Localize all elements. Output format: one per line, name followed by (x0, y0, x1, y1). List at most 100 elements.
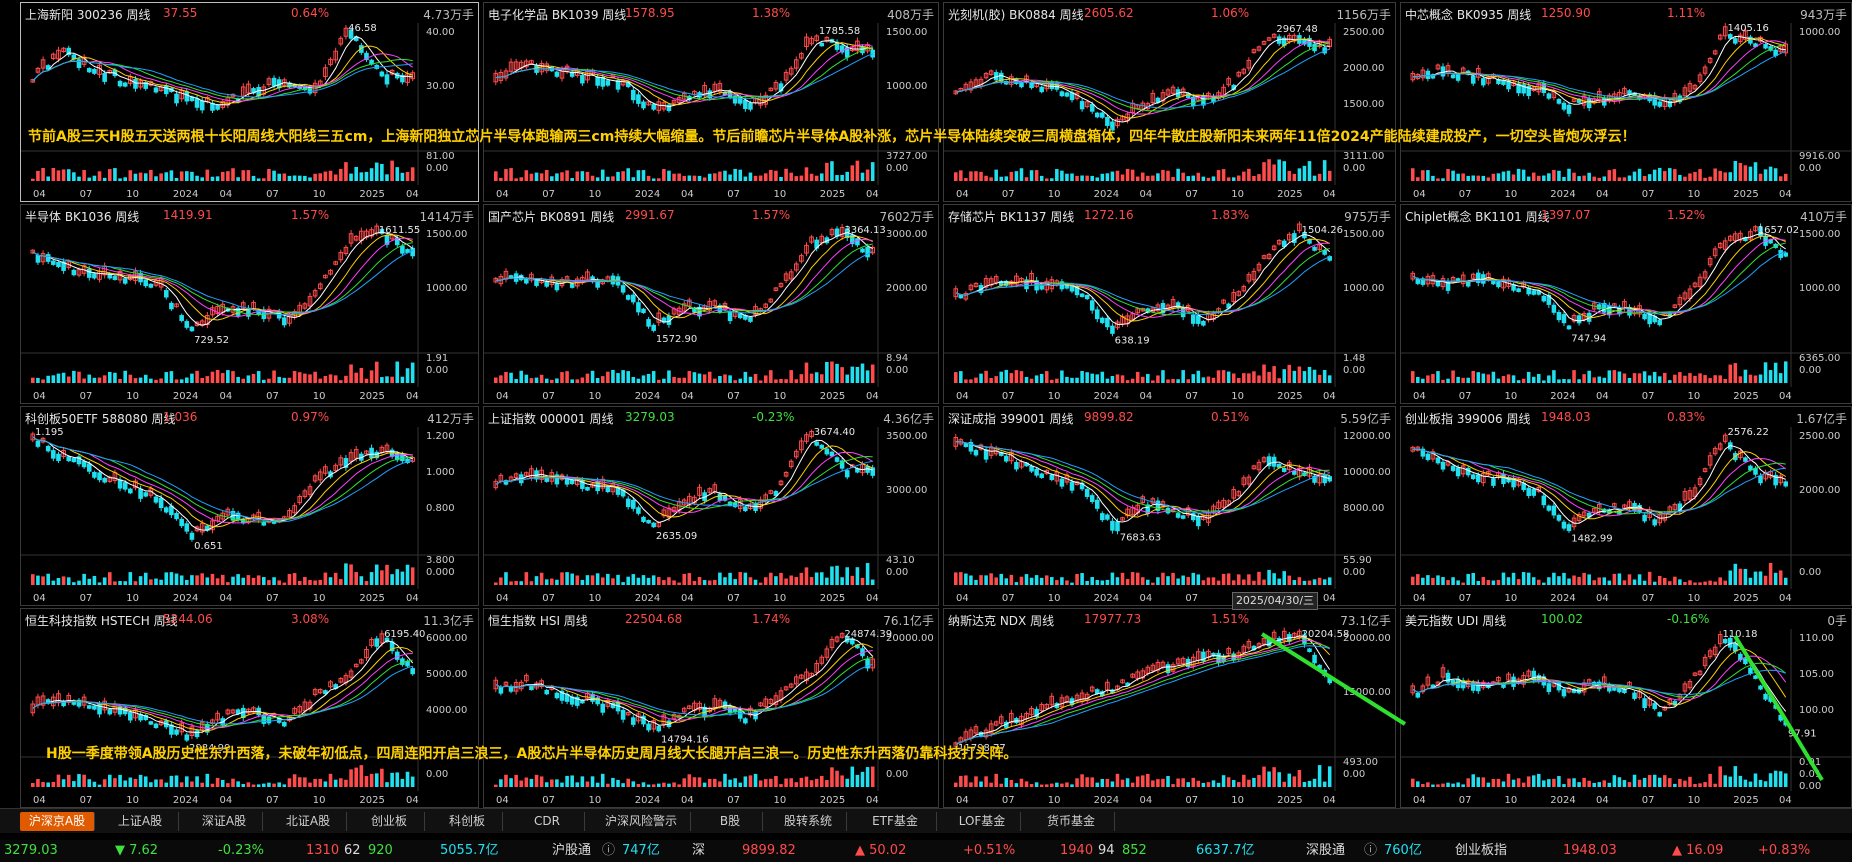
volume-bar (774, 576, 778, 585)
y-tick-label: 100.00 (1799, 705, 1834, 716)
chart-panel[interactable]: 电子化学品 BK1039 周线 1578.95 1.38% 408万手 1500.00 1… (483, 2, 939, 202)
market-tab[interactable]: 上证A股 (102, 812, 179, 831)
volume-bar (1436, 178, 1440, 181)
chart-panel[interactable]: 上证指数 000001 周线 3279.03 -0.23% 4.36亿手 3500.00… (483, 406, 939, 606)
x-tick-label: 10 (313, 189, 326, 200)
volume-bar (611, 777, 615, 787)
market-tab[interactable]: B股 (698, 812, 763, 831)
chart-panel[interactable]: 纳斯达克 NDX 周线 17977.73 1.51% 73.1亿手 20000.00 15… (943, 608, 1396, 808)
candle (117, 479, 123, 489)
volume-bar (865, 563, 870, 585)
volume-bar (794, 576, 799, 585)
market-tab[interactable]: ETF基金 (854, 812, 937, 831)
volume-bar (1146, 175, 1150, 181)
volume-bar (580, 171, 585, 181)
volume-bar (1009, 574, 1014, 585)
chart-panel[interactable]: 创业板指 399006 周线 1948.03 0.83% 1.67亿手 2500.00 2… (1400, 406, 1852, 606)
candle (534, 279, 539, 286)
market-tab[interactable]: 深证A股 (186, 812, 263, 831)
volume-bar (539, 173, 544, 181)
volume-bar (626, 778, 630, 787)
volume-bar (830, 767, 834, 787)
panel-header: 电子化学品 BK1039 周线 1578.95 1.38% 408万手 (488, 6, 934, 22)
volume-bar (1592, 782, 1596, 787)
candle (1622, 504, 1627, 509)
volume-bar (66, 774, 71, 787)
security-name: 恒生科技指数 HSTECH 周线 (25, 614, 178, 628)
volume-bar (718, 572, 722, 585)
volume-bar (499, 577, 503, 585)
volume-bar (118, 379, 122, 383)
chart-panel[interactable]: 深证成指 399001 周线 9899.82 0.51% 5.59亿手 12000.00… (943, 406, 1396, 606)
candle (580, 74, 585, 84)
help-icon-2[interactable]: ⓘ (1364, 843, 1378, 858)
volume-bar (677, 582, 681, 585)
volume-bar (66, 376, 71, 383)
market-tab[interactable]: 科创板 (432, 812, 503, 831)
candle (86, 705, 92, 709)
volume-bar (1693, 171, 1697, 181)
candle (870, 658, 875, 669)
candle (768, 698, 774, 704)
candle (1566, 325, 1572, 330)
volume-bar (560, 572, 564, 585)
low-marker: 747.94 (1571, 333, 1606, 344)
candle (1657, 319, 1662, 326)
volume-bar (318, 378, 323, 383)
candle (1496, 676, 1501, 682)
x-tick-label: 07 (1459, 795, 1472, 806)
candle (1778, 714, 1783, 721)
market-tab[interactable]: 沪深风险警示 (592, 812, 691, 831)
y-tick-label: 1500.00 (1799, 229, 1840, 240)
volume-bar (1130, 169, 1135, 181)
candle (102, 700, 107, 711)
volume-bar (123, 581, 127, 585)
candle (671, 99, 677, 104)
volume-bar (718, 376, 722, 383)
volume-bar (707, 778, 712, 787)
market-tab[interactable]: 创业板 (354, 812, 425, 831)
chart-panel[interactable]: 中芯概念 BK0935 周线 1250.90 1.11% 943万手 1000.00 99… (1400, 2, 1852, 202)
candle (317, 471, 323, 481)
volume-bar (835, 770, 839, 787)
candle (292, 707, 297, 715)
volume-bar (149, 579, 153, 585)
market-tab[interactable]: CDR (510, 812, 585, 831)
market-tab[interactable]: LOF基金 (944, 812, 1021, 831)
chart-panel[interactable]: 光刻机(胶) BK0884 周线 2605.62 1.06% 1156万手 2500.0… (943, 2, 1396, 202)
candle (374, 638, 380, 647)
volume-bar (87, 578, 92, 585)
chart-panel[interactable]: 恒生科技指数 HSTECH 周线 5244.06 3.08% 11.3亿手 6000.0… (20, 608, 479, 808)
chart-panel[interactable]: 存储芯片 BK1137 周线 1272.16 1.83% 975万手 1500.00 10… (943, 204, 1396, 404)
x-tick-label: 2025 (359, 593, 384, 604)
chart-panel[interactable]: Chiplet概念 BK1101 周线 1397.07 1.52% 410万手 1500… (1400, 204, 1852, 404)
volume-bar (611, 176, 615, 181)
help-icon[interactable]: ⓘ (602, 843, 616, 858)
chart-panel[interactable]: 恒生指数 HSI 周线 22504.68 1.74% 76.1亿手 20000.00 0.… (483, 608, 939, 808)
candle (554, 71, 560, 77)
volume-bar (308, 782, 312, 787)
market-tab[interactable]: 股转系统 (770, 812, 847, 831)
market-tab[interactable]: 货币基金 (1028, 812, 1115, 831)
volume-bar (667, 370, 671, 383)
candle (1506, 673, 1511, 681)
candle (133, 79, 138, 89)
market-tab[interactable]: 沪深京A股 (20, 812, 95, 831)
candle (615, 80, 621, 90)
candle (1753, 226, 1758, 232)
volume-bar (262, 379, 266, 383)
chart-panel[interactable]: 国产芯片 BK0891 周线 2991.67 1.57% 7602万手 3000.00 2… (483, 204, 939, 404)
chart-panel[interactable]: 上海新阳 300236 周线 37.55 0.64% 4.73万手 40.00 30.00… (20, 2, 479, 202)
chart-panel[interactable]: 半导体 BK1036 周线 1419.91 1.57% 1414万手 1500.00 10… (20, 204, 479, 404)
volume-bar (369, 168, 374, 181)
candle (348, 670, 354, 678)
chart-panel[interactable]: 美元指数 UDI 周线 100.02 -0.16% 0手 110.00 105.00 100… (1400, 608, 1852, 808)
volume-bar (236, 177, 240, 181)
candle (1430, 451, 1436, 460)
chart-panel[interactable]: 科创板50ETF 588080 周线 1.036 0.97% 412万手 1.200 1.… (20, 406, 479, 606)
volume-bar (1673, 169, 1677, 181)
low-marker: 0.651 (194, 541, 223, 552)
volume-bar (667, 783, 671, 787)
market-tab[interactable]: 北证A股 (270, 812, 347, 831)
